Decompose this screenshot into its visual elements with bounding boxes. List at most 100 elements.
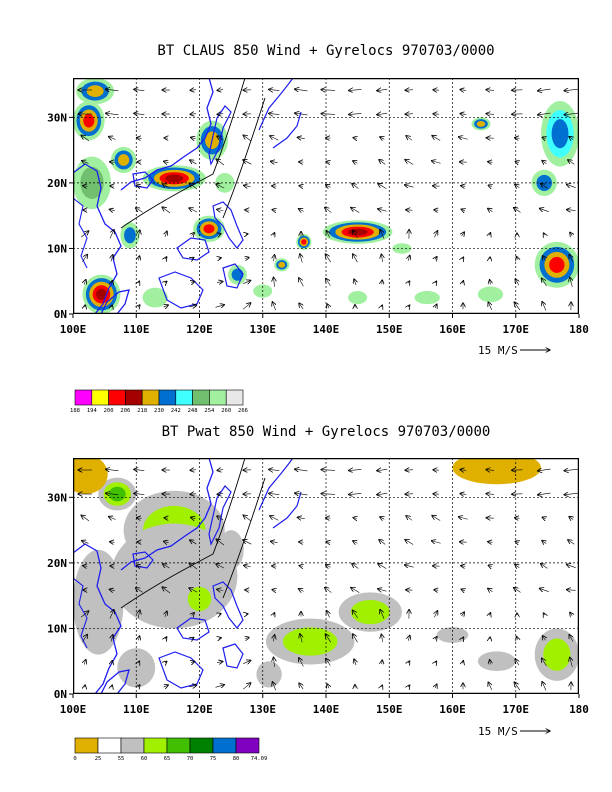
- wind-vector: [489, 613, 490, 616]
- wind-vector: [326, 162, 330, 163]
- wind-vector: [406, 136, 413, 141]
- wind-vector: [244, 185, 251, 186]
- colorbar-swatch: [74, 737, 99, 754]
- wind-vector: [138, 256, 139, 261]
- wind-vector: [408, 255, 410, 261]
- y-tick-label: 30N: [47, 491, 67, 504]
- colorbar-swatch: [209, 389, 227, 406]
- colorbar-swatch: [120, 737, 145, 754]
- wind-vector: [486, 470, 495, 471]
- wind-vector: [165, 611, 167, 618]
- wind-vector: [537, 89, 551, 91]
- wind-vector: [300, 254, 302, 263]
- wind-vector: [377, 89, 388, 91]
- wind-vector: [569, 634, 573, 642]
- wind-vector: [353, 138, 357, 139]
- wind-vector: [272, 210, 276, 211]
- wind-vector: [219, 234, 221, 235]
- x-tick-label: 170E: [503, 703, 530, 716]
- wind-vector: [243, 135, 252, 142]
- wind-vector: [382, 685, 383, 687]
- wind-vector: [564, 469, 578, 471]
- wind-vector: [217, 90, 224, 91]
- wind-vector: [297, 137, 305, 138]
- wind-vector: [298, 589, 304, 592]
- wind-vector: [83, 186, 88, 187]
- wind-vector: [273, 233, 274, 236]
- wind-vector: [189, 305, 196, 306]
- wind-vector: [165, 637, 167, 639]
- wind-vectors: [78, 89, 578, 311]
- wind-vector: [542, 160, 546, 163]
- grid-lines: [73, 78, 579, 314]
- wind-vector: [541, 564, 548, 569]
- wind-vector: [219, 258, 222, 259]
- wind-vector: [380, 137, 385, 139]
- wind-vector: [165, 661, 167, 662]
- wind-vector: [300, 634, 302, 643]
- wind-vector: [106, 493, 119, 495]
- wind-vector: [108, 517, 116, 520]
- wind-vector: [321, 470, 336, 471]
- wind-vector: [138, 685, 140, 687]
- contour-region-13-level-0: [452, 458, 542, 485]
- wind-vector: [382, 305, 383, 307]
- wind-vector: [321, 114, 336, 115]
- wind-vector: [542, 137, 546, 139]
- wind-vector: [135, 588, 143, 593]
- wind-vector: [109, 589, 115, 591]
- contour-region-23-level-0: [348, 291, 368, 305]
- wind-vector: [243, 660, 251, 663]
- contour-fills: [73, 78, 579, 314]
- wind-vector: [352, 230, 358, 239]
- wind-vector: [108, 137, 116, 140]
- wind-vector: [109, 230, 114, 239]
- wind-vector: [434, 590, 438, 591]
- wind-vector: [353, 518, 357, 519]
- wind-vector: [82, 634, 87, 642]
- wind-vector: [112, 685, 113, 687]
- wind-vector: [164, 685, 169, 687]
- wind-vector: [219, 638, 222, 639]
- wind-vector: [461, 209, 465, 211]
- colorbar-swatch: [91, 389, 109, 406]
- colorbar-label: 65: [164, 756, 171, 762]
- wind-vector: [490, 280, 491, 285]
- x-tick-label: 110E: [123, 323, 150, 336]
- x-tick-label: 160E: [439, 703, 466, 716]
- wind-vector: [570, 657, 573, 667]
- wind-vector: [273, 657, 274, 667]
- wind-vector: [564, 89, 578, 91]
- wind-vector: [405, 494, 413, 495]
- wind-vector: [191, 281, 195, 282]
- chart-title: BT Pwat 850 Wind + Gyrelocs 970703/0000: [162, 424, 491, 440]
- wind-vector: [189, 208, 198, 213]
- wind-vector: [81, 611, 89, 618]
- x-tick-label: 150E: [376, 703, 403, 716]
- wind-vector: [435, 304, 437, 308]
- wind-vector: [488, 565, 492, 567]
- wind-vector: [299, 683, 303, 690]
- wind-vector: [566, 564, 576, 567]
- contour-region-1-level-2: [108, 486, 126, 502]
- wind-vector: [380, 229, 385, 239]
- wind-vector: [270, 136, 279, 141]
- colorbar: 188 194 200 206 218 230 242 248 254 260 266: [70, 389, 248, 414]
- wind-vector: [514, 518, 520, 519]
- wind-vector: [325, 565, 331, 568]
- wind-vector: [139, 281, 140, 283]
- y-tick-label: 20N: [47, 557, 67, 570]
- wind-vector: [190, 540, 197, 544]
- wind-vector: [543, 613, 544, 615]
- wind-vector: [110, 542, 115, 543]
- wind-vector: [570, 612, 572, 615]
- colorbar-swatch: [141, 389, 160, 406]
- contour-region-15-level-1: [124, 227, 136, 244]
- colorbar-label: 194: [87, 408, 98, 414]
- x-tick-label: 110E: [123, 703, 150, 716]
- wind-vector: [353, 541, 358, 543]
- wind-vector: [378, 563, 387, 569]
- x-tick-label: 150E: [376, 323, 403, 336]
- wind-vector: [243, 540, 252, 545]
